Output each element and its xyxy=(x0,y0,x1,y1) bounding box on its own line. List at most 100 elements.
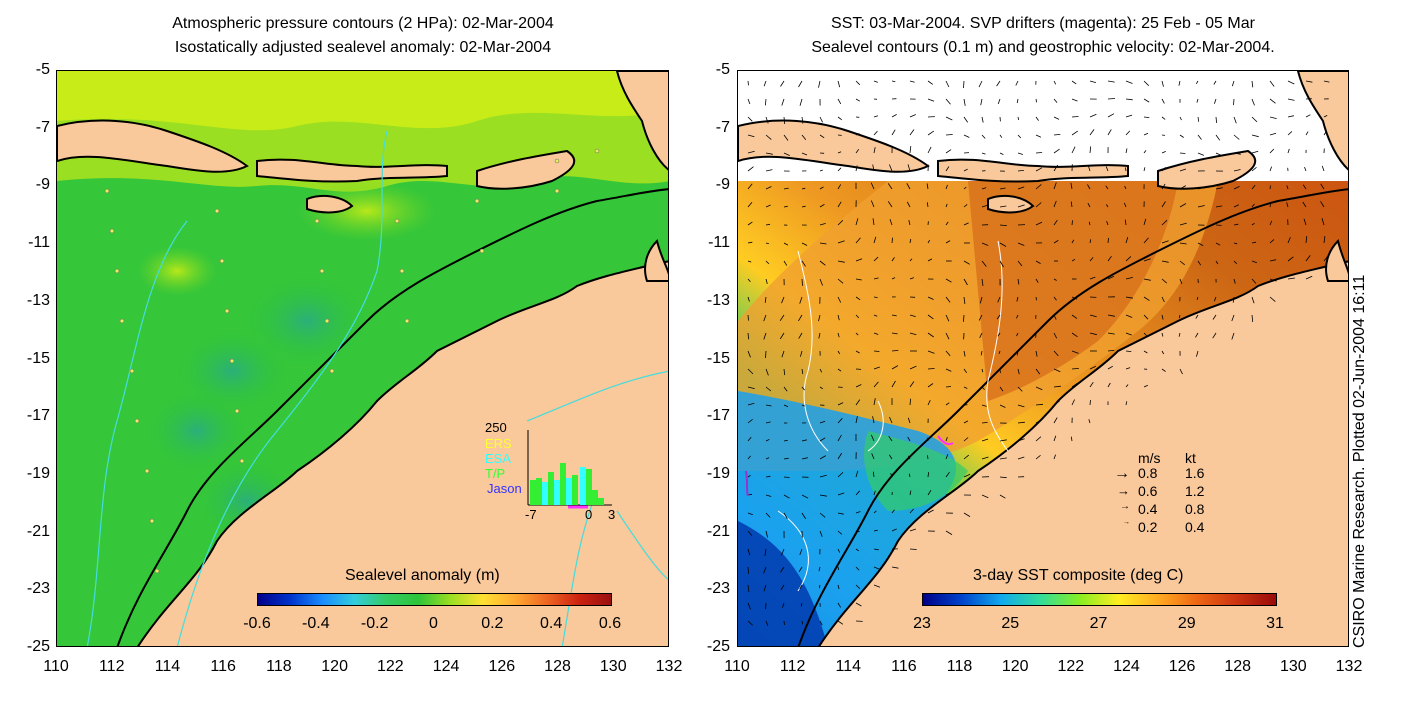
velocity-arrow xyxy=(1071,296,1078,300)
velocity-arrow xyxy=(783,368,786,376)
velocity-arrow xyxy=(855,530,860,533)
velocity-arrow xyxy=(997,332,1001,337)
velocity-arrow xyxy=(855,416,858,424)
velocity-arrow xyxy=(819,620,823,626)
velocity-arrow xyxy=(1161,296,1165,303)
velocity-arrow xyxy=(1233,223,1239,226)
velocity-arrow xyxy=(872,471,875,478)
velocity-arrow xyxy=(747,436,752,442)
velocity-arrow xyxy=(1178,80,1181,86)
velocity-arrow xyxy=(999,205,1007,208)
velocity-arrow xyxy=(783,134,789,141)
velocity-arrow xyxy=(927,239,931,244)
velocity-arrow xyxy=(1017,116,1020,121)
velocity-arrow xyxy=(1089,381,1094,388)
velocity-arrow xyxy=(781,296,785,304)
velocity-arrow xyxy=(1161,98,1165,104)
velocity-arrow xyxy=(783,386,788,392)
velocity-arrow xyxy=(1197,260,1202,266)
velocity-arrow xyxy=(855,470,859,478)
x-tick-label: 112 xyxy=(779,658,806,675)
velocity-arrow xyxy=(855,165,858,172)
velocity-arrow xyxy=(873,366,880,370)
y-tick-label: -13 xyxy=(26,291,50,309)
velocity-arrow xyxy=(873,529,878,532)
velocity-arrow xyxy=(890,473,893,478)
velocity-arrow xyxy=(1087,165,1091,172)
velocity-arrow xyxy=(1323,80,1330,83)
velocity-arrow xyxy=(1231,80,1235,87)
velocity-arrow xyxy=(819,223,826,226)
velocity-arrow xyxy=(963,222,969,226)
velocity-arrow xyxy=(1071,368,1079,370)
velocity-arrow xyxy=(945,116,953,121)
velocity-arrow xyxy=(798,332,803,339)
velocity-arrow xyxy=(765,242,770,245)
y-tick-label: -25 xyxy=(26,638,50,655)
velocity-arrow xyxy=(1323,255,1329,262)
velocity-arrow xyxy=(765,98,767,106)
x-tick-label: 124 xyxy=(1113,658,1140,675)
velocity-arrow xyxy=(927,332,934,338)
velocity-arrow xyxy=(801,457,808,460)
velocity-arrow xyxy=(1053,296,1057,301)
velocity-arrow xyxy=(765,368,769,376)
velocity-arrow xyxy=(801,494,809,499)
velocity-arrow xyxy=(1107,275,1115,280)
velocity-arrow xyxy=(1125,296,1133,299)
velocity-arrow xyxy=(909,548,917,550)
velocity-arrow xyxy=(1125,114,1133,118)
inset-bars xyxy=(530,463,604,505)
velocity-arrow xyxy=(873,398,876,406)
velocity-arrow xyxy=(1251,150,1259,154)
velocity-arrow xyxy=(927,455,929,460)
velocity-arrow xyxy=(906,183,911,190)
velocity-arrow xyxy=(1035,116,1039,121)
velocity-arrow xyxy=(765,620,769,627)
velocity-arrow xyxy=(1123,202,1127,208)
velocity-arrow xyxy=(1287,256,1294,262)
velocity-arrow xyxy=(963,314,965,322)
velocity-arrow xyxy=(909,114,916,118)
velocity-arrow xyxy=(1035,296,1037,301)
velocity-arrow xyxy=(945,471,950,478)
velocity-arrow xyxy=(1053,454,1056,460)
x-tick-label: 116 xyxy=(891,658,917,675)
velocity-arrow xyxy=(963,260,970,265)
velocity-arrow xyxy=(963,473,971,478)
x-tick-label: 130 xyxy=(1280,658,1307,675)
velocity-arrow xyxy=(1070,182,1073,190)
velocity-arrow xyxy=(747,512,753,516)
velocity-arrow xyxy=(765,512,771,518)
velocity-arrow xyxy=(747,620,753,626)
velocity-arrow xyxy=(781,98,785,106)
velocity-arrow-icon: → xyxy=(1120,501,1130,512)
velocity-arrow xyxy=(819,260,826,266)
velocity-arrow xyxy=(837,98,842,105)
velocity-arrow xyxy=(963,168,968,172)
velocity-arrow xyxy=(837,116,843,121)
velocity-arrow xyxy=(1089,239,1092,244)
velocity-arrow xyxy=(837,584,840,590)
velocity-arrow xyxy=(909,129,915,136)
velocity-arrow xyxy=(1070,436,1073,442)
velocity-arrow xyxy=(1017,186,1025,190)
velocity-arrow xyxy=(765,350,767,359)
y-tick-label: -5 xyxy=(715,61,730,78)
y-tick-label: -13 xyxy=(706,291,730,309)
velocity-arrow xyxy=(1161,368,1166,372)
velocity-arrow xyxy=(999,457,1007,460)
right-colorbar xyxy=(922,593,1277,606)
velocity-arrow xyxy=(1213,80,1217,85)
velocity-arrow xyxy=(945,166,950,172)
velocity-arrow xyxy=(1053,368,1061,373)
velocity-arrow xyxy=(1287,98,1295,101)
velocity-arrow xyxy=(1089,146,1092,154)
velocity-arrow xyxy=(945,402,950,406)
velocity-arrow xyxy=(1143,278,1151,281)
velocity-arrow xyxy=(1071,146,1076,154)
velocity-arrow xyxy=(945,314,950,322)
colorbar-tick-label: -0.4 xyxy=(302,615,330,632)
velocity-arrow xyxy=(978,314,983,321)
velocity-arrow xyxy=(999,386,1004,392)
